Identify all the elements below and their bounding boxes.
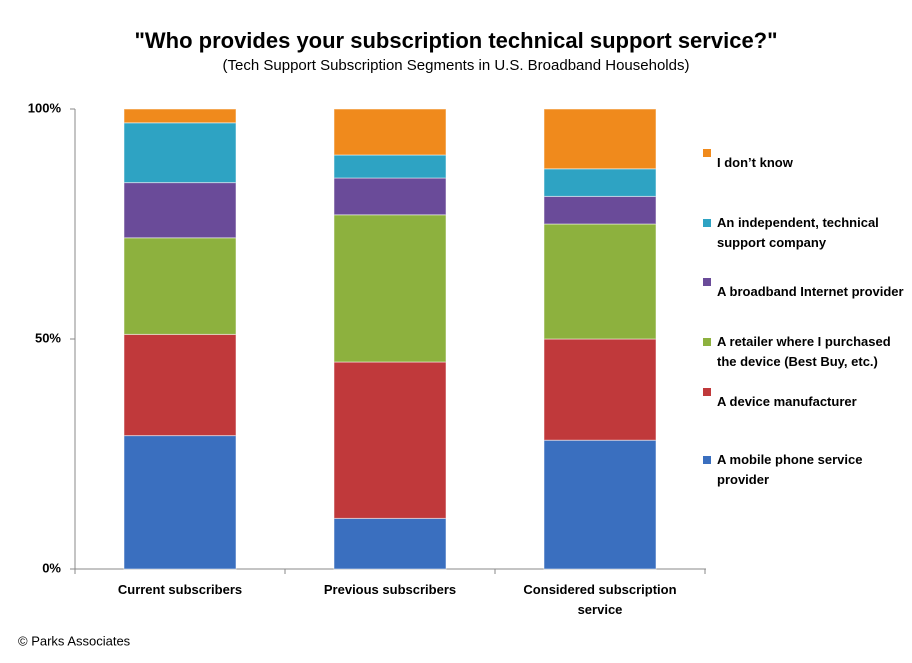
bar-segment (333, 361, 447, 519)
bar-segment (123, 435, 237, 570)
x-tick-label: Previous subscribers (323, 582, 457, 597)
bar-segment (543, 223, 657, 340)
legend-swatch (703, 149, 711, 157)
legend-swatch (703, 219, 711, 227)
legend-swatch (703, 388, 711, 396)
legend-label: A retailer where I purchased the device … (717, 334, 891, 369)
legend-label: A mobile phone service provider (717, 452, 863, 487)
bar-segment (123, 237, 237, 335)
bar-segment (333, 108, 447, 156)
legend-label: I don’t know (717, 155, 793, 170)
legend-swatch (703, 278, 711, 286)
bar-segment (333, 517, 447, 570)
chart-title: "Who provides your subscription technica… (134, 28, 777, 53)
source: © Parks Associates (18, 633, 131, 648)
bar-segment (333, 154, 447, 179)
bar-segment (123, 108, 237, 124)
x-tick-label: Considered subscription service (523, 582, 677, 617)
bar-segment (543, 195, 657, 225)
bar-segment (543, 168, 657, 197)
legend-label: A device manufacturer (717, 394, 857, 409)
legend-swatch (703, 338, 711, 346)
y-tick-label: 0% (42, 560, 61, 575)
bar-segment (123, 333, 237, 437)
legend-swatch (703, 456, 711, 464)
bar-segment (543, 338, 657, 441)
chart-subtitle: (Tech Support Subscription Segments in U… (223, 57, 690, 74)
y-tick-label: 100% (28, 100, 62, 115)
bar-segment (333, 214, 447, 363)
legend-label: An independent, technical support compan… (717, 215, 879, 250)
x-tick-label: Current subscribers (117, 582, 243, 597)
bar-segment (543, 108, 657, 170)
bar-segment (333, 177, 447, 216)
y-tick-label: 50% (35, 330, 61, 345)
bar-segment (123, 122, 237, 184)
legend-label: A broadband Internet provider (717, 284, 904, 299)
bar-segment (123, 182, 237, 239)
bar-segment (543, 439, 657, 570)
